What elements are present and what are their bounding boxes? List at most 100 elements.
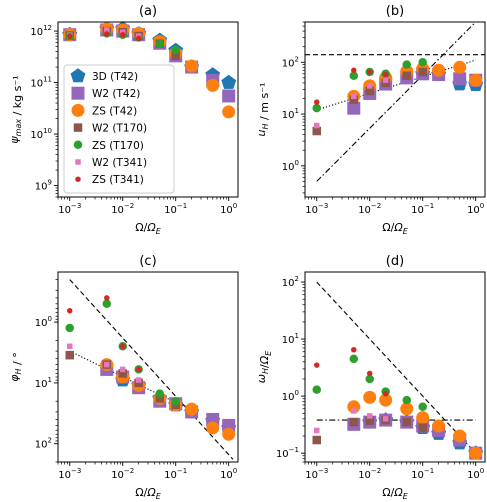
axes-frame: [57, 271, 239, 463]
data-point: [185, 59, 199, 73]
panel-title: (a): [139, 4, 157, 19]
data-point: [418, 423, 427, 432]
data-point: [402, 417, 412, 427]
x-tick-label: 10−1: [411, 467, 434, 481]
panel-title: (b): [386, 4, 404, 19]
data-point: [351, 347, 357, 353]
data-point: [351, 67, 357, 74]
x-axis-label: Ω/ΩE: [382, 486, 409, 501]
x-tick-label: 10−2: [358, 467, 381, 481]
legend-marker: [70, 68, 86, 83]
y-tick-label: 1011: [30, 76, 52, 90]
x-tick-label: 10−3: [58, 202, 81, 216]
legend-entry-label: ZS (T170): [92, 140, 144, 152]
legend-marker: [75, 159, 81, 165]
data-point: [366, 413, 373, 419]
data-point: [119, 31, 126, 38]
data-point: [402, 395, 412, 405]
data-point: [365, 416, 374, 426]
y-tick-label: 101: [282, 107, 299, 121]
data-point: [432, 419, 446, 433]
x-axis-label: Ω/ΩE: [382, 221, 409, 236]
x-tick-label: 100: [220, 202, 237, 216]
y-axis-label: φH / °: [8, 352, 24, 381]
data-point: [366, 69, 373, 75]
reference-line-dashdot: [316, 22, 477, 182]
data-point: [418, 58, 427, 67]
data-point: [382, 71, 389, 78]
legend: 3D (T42) W2 (T42) ZS (T42) W2 (T170) ZS (T17…: [63, 64, 175, 194]
y-tick-label: 100: [282, 389, 299, 403]
data-point: [155, 39, 165, 49]
data-point: [382, 416, 389, 422]
data-point: [135, 366, 142, 373]
data-point: [312, 385, 322, 394]
y-tick-label: 10−1: [276, 446, 299, 460]
x-tick-label: 10−3: [305, 467, 328, 481]
data-point: [171, 396, 180, 406]
data-point: [206, 78, 220, 92]
y-tick-label: 101: [282, 332, 299, 346]
data-point: [171, 45, 180, 55]
y-axis-label: ψmax / kg s⁻¹: [8, 75, 24, 143]
data-point: [314, 99, 320, 105]
data-point: [104, 295, 110, 301]
panel-a: (a) 10−3 10−2 10−1 100 109 1010 1011 1012 Ω/ΩE ψma…: [8, 4, 239, 236]
data-point: [382, 391, 389, 397]
data-point: [104, 27, 110, 33]
data-point: [349, 417, 359, 427]
data-point: [67, 307, 73, 314]
data-point: [155, 389, 165, 398]
legend-box: [63, 64, 175, 194]
reference-line-dashed: [69, 279, 234, 460]
data-point: [222, 427, 236, 441]
data-point: [67, 33, 73, 39]
data-point: [314, 427, 320, 434]
y-tick-label: 100: [282, 159, 299, 173]
data-point: [312, 126, 322, 136]
data-point: [65, 323, 75, 333]
data-point: [155, 394, 165, 403]
legend-entry-label: W2 (T341): [92, 157, 147, 169]
data-point: [453, 72, 467, 86]
data-point: [314, 362, 320, 368]
x-axis-label: Ω/ΩE: [135, 486, 162, 501]
data-point: [104, 31, 110, 37]
data-point: [366, 83, 373, 89]
data-point: [365, 374, 374, 384]
data-point: [418, 67, 427, 77]
data-point: [469, 73, 483, 87]
y-tick-label: 109: [35, 179, 52, 193]
x-tick-label: 10−1: [164, 202, 187, 216]
reference-line-dashed: [316, 281, 477, 454]
data-point: [363, 390, 377, 404]
y-axis-label: uH / m s⁻¹: [255, 83, 271, 137]
data-point: [134, 378, 143, 388]
data-point: [453, 429, 467, 443]
x-tick-label: 10−3: [305, 202, 328, 216]
data-point: [135, 35, 142, 42]
legend-entry-label: 3D (T42): [92, 71, 138, 83]
data-point: [469, 446, 483, 460]
data-point: [312, 103, 322, 113]
legend-marker: [71, 103, 85, 117]
y-tick-label: 102: [35, 437, 52, 451]
legend-marker: [75, 176, 81, 182]
data-point: [135, 377, 142, 383]
y-tick-label: 1012: [30, 24, 52, 38]
axes-frame: [304, 271, 486, 463]
legend-marker: [71, 86, 85, 100]
data-point: [418, 402, 427, 412]
axes-frame: [304, 21, 486, 198]
data-point: [119, 366, 126, 373]
data-point: [365, 86, 374, 96]
data-point: [119, 343, 126, 350]
data-point: [351, 93, 357, 100]
data-point: [351, 408, 357, 414]
x-tick-label: 10−2: [358, 202, 381, 216]
data-point: [349, 71, 359, 80]
x-axis-label: Ω/ΩE: [135, 221, 162, 236]
x-tick-label: 10−3: [58, 467, 81, 481]
legend-entry-label: ZS (T42): [92, 105, 137, 117]
